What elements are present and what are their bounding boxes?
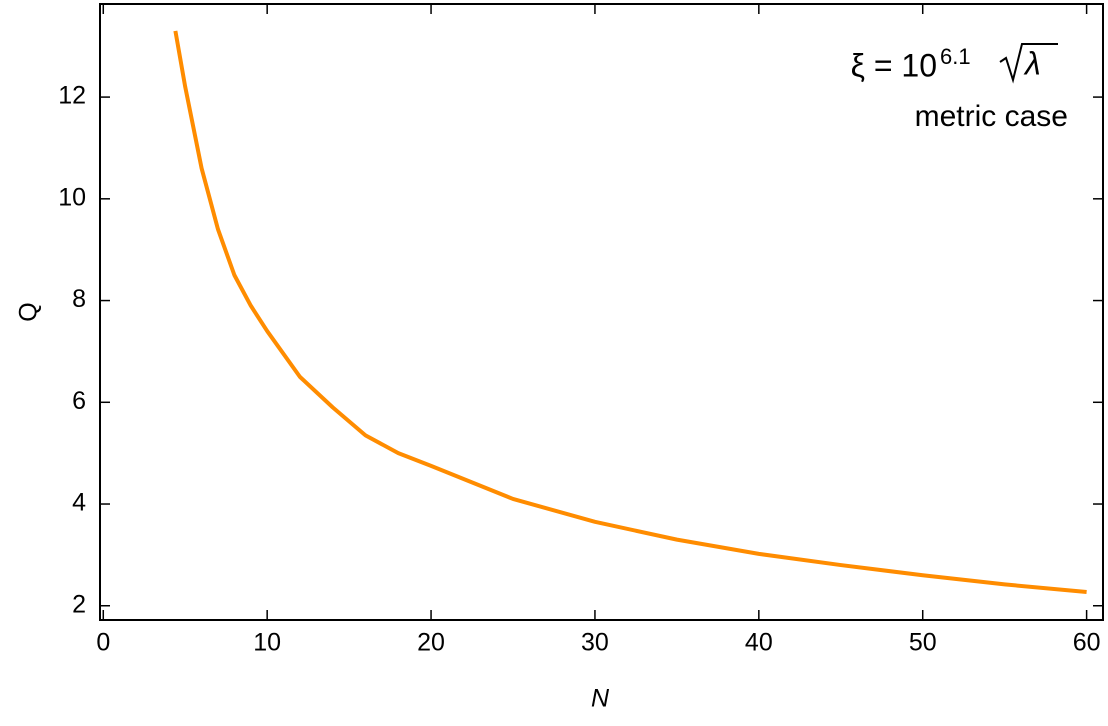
annotation-base: ξ = 10 [851,47,937,83]
x-tick-label: 40 [745,629,773,657]
x-tick-label: 20 [417,629,445,657]
annotation-radicand: λ [1023,45,1041,81]
y-tick-label: 4 [72,489,86,517]
y-axis-label: Q [15,302,43,321]
y-tick-label: 2 [72,590,86,618]
y-tick-label: 8 [72,285,86,313]
sqrt-sign [999,43,1058,84]
x-axis-label: N [591,685,610,713]
y-tick-label: 10 [58,183,86,211]
data-line [173,30,1087,595]
x-tick-label: 10 [253,629,281,657]
x-tick-label: 0 [96,629,110,657]
y-tick-label: 12 [58,82,86,110]
x-tick-label: 50 [909,629,937,657]
annotation-case: metric case [915,100,1068,133]
annotation: ξ = 10 6.1 λ metric case [851,43,1068,133]
annotation-exponent: 6.1 [940,44,971,69]
y-tick-label: 6 [72,387,86,415]
plot-frame [99,3,1104,621]
x-tick-label: 60 [1073,629,1101,657]
x-tick-label: 30 [581,629,609,657]
